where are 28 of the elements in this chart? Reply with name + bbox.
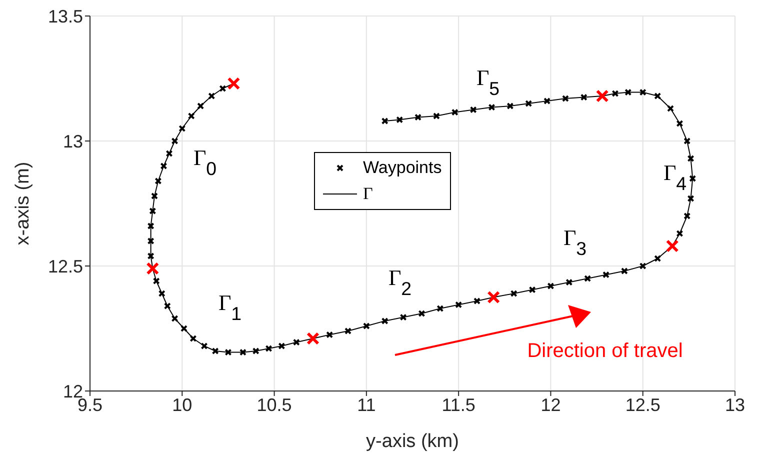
annotation: Γ$_{5}$ — [476, 65, 500, 100]
point — [596, 90, 609, 102]
x-tick-label: 10.5 — [256, 394, 292, 415]
point — [666, 240, 679, 252]
annotation: Γ$_{4}$ — [663, 160, 687, 194]
x-tick-label: 11.5 — [442, 394, 476, 415]
annotation: Γ$_{2}$ — [388, 265, 412, 300]
x-tick-label: 12 — [540, 394, 561, 415]
point — [487, 290, 500, 304]
annotation: Γ$_{1}$ — [218, 290, 242, 324]
y-tick-label: 12.5 — [48, 256, 83, 276]
y-tick-label: 13 — [62, 131, 83, 152]
x-tick-label: 13 — [724, 394, 746, 415]
x-axis-title: y-axis (km) — [366, 431, 459, 452]
x-tick-label: 11 — [357, 394, 376, 415]
point — [146, 262, 160, 275]
legend-label: Γ — [363, 184, 373, 204]
point — [227, 77, 240, 90]
x-tick-label: 10 — [172, 394, 192, 415]
x-tick-label: 12.5 — [625, 394, 660, 415]
annotation: Γ$_{3}$ — [563, 225, 587, 260]
annotation: Direction of travel — [527, 340, 683, 362]
y-axis-title: x-axis (m) — [12, 162, 34, 246]
point — [306, 332, 320, 345]
x-tick-label: 9.5 — [77, 394, 103, 415]
annotation: Γ$_{0}$ — [193, 145, 217, 180]
y-tick-label: 13.5 — [48, 6, 83, 26]
legend-label: Waypoints — [363, 158, 442, 178]
